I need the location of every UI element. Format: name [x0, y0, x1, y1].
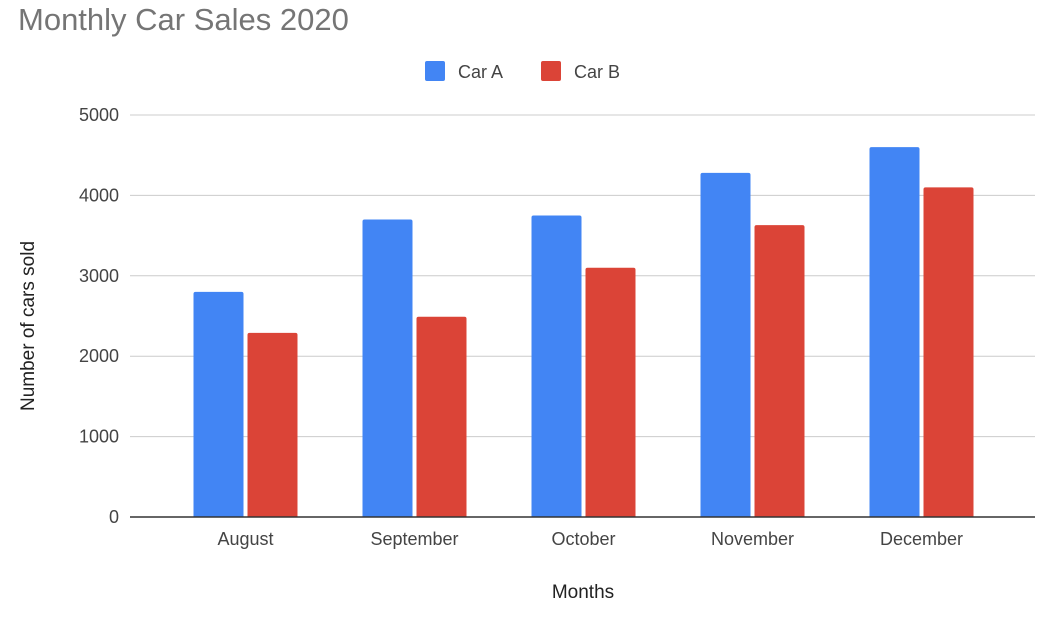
x-tick-label: October: [551, 529, 615, 549]
y-tick-label: 3000: [79, 266, 119, 286]
y-tick-label: 5000: [79, 105, 119, 125]
bars: [193, 147, 974, 518]
bar-car-b-september: [416, 316, 467, 517]
bar-car-a-august: [193, 291, 244, 517]
bar-car-b-november: [754, 225, 805, 517]
legend-swatch: [541, 61, 561, 81]
legend-label: Car B: [574, 62, 620, 82]
bar-car-a-november: [700, 172, 751, 517]
bar-car-a-october: [531, 215, 582, 517]
y-axis-label: Number of cars sold: [18, 241, 39, 411]
bar-car-b-august: [247, 332, 298, 517]
bar-car-b-december: [923, 187, 974, 518]
y-tick-label: 4000: [79, 185, 119, 205]
x-tick-label: August: [217, 529, 273, 549]
x-tick-label: December: [880, 529, 963, 549]
bar-car-a-december: [869, 147, 920, 517]
y-axis-ticks: 0 1000 2000 3000 4000 5000: [79, 105, 119, 527]
bar-car-b-october: [585, 267, 636, 517]
x-axis-ticks: August September October November December: [217, 529, 963, 549]
y-tick-label: 0: [109, 507, 119, 527]
x-tick-label: September: [370, 529, 458, 549]
legend-label: Car A: [458, 62, 503, 82]
legend-item-car-a: Car A: [425, 61, 503, 82]
y-tick-label: 2000: [79, 346, 119, 366]
legend-item-car-b: Car B: [541, 61, 620, 82]
chart-legend: Car A Car B: [425, 61, 620, 82]
x-tick-label: November: [711, 529, 794, 549]
legend-swatch: [425, 61, 445, 81]
y-tick-label: 1000: [79, 427, 119, 447]
bar-car-a-september: [362, 219, 413, 517]
x-axis-label: Months: [552, 582, 614, 603]
chart-title: Monthly Car Sales 2020: [18, 2, 349, 37]
